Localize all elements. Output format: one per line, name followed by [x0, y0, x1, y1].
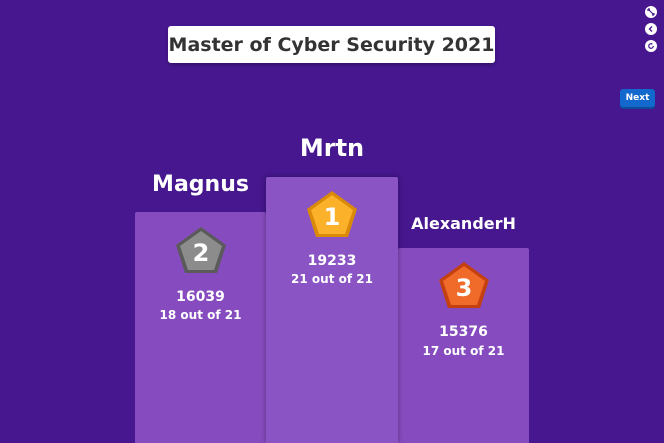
reload-button[interactable] [645, 40, 657, 52]
first-place-score: 19233 [307, 253, 357, 269]
rank-1-badge-icon: 1 [307, 191, 357, 237]
back-icon [648, 26, 653, 32]
second-place-score: 16039 [176, 289, 225, 305]
back-button[interactable] [645, 23, 657, 35]
rank-3-badge-icon: 3 [439, 262, 489, 308]
third-place-score: 15376 [439, 324, 488, 340]
third-place-name: AlexanderH [411, 214, 516, 233]
reload-icon [648, 43, 654, 49]
rank-1-label: 1 [324, 203, 341, 231]
second-place-correct: 18 out of 21 [159, 308, 242, 322]
fullscreen-icon [647, 8, 655, 16]
rank-2-badge-icon: 2 [176, 227, 226, 273]
quiz-title: Master of Cyber Security 2021 [168, 33, 495, 56]
quiz-title-box: Master of Cyber Security 2021 [168, 26, 495, 63]
second-place-name: Magnus [152, 172, 249, 197]
next-button[interactable]: Next [620, 89, 655, 107]
third-place-correct: 17 out of 21 [422, 344, 505, 358]
fullscreen-button[interactable] [645, 6, 657, 18]
rank-2-label: 2 [193, 239, 210, 267]
rank-3-label: 3 [456, 274, 473, 302]
first-place-correct: 21 out of 21 [291, 272, 373, 286]
first-place-name: Mrtn [299, 134, 365, 162]
